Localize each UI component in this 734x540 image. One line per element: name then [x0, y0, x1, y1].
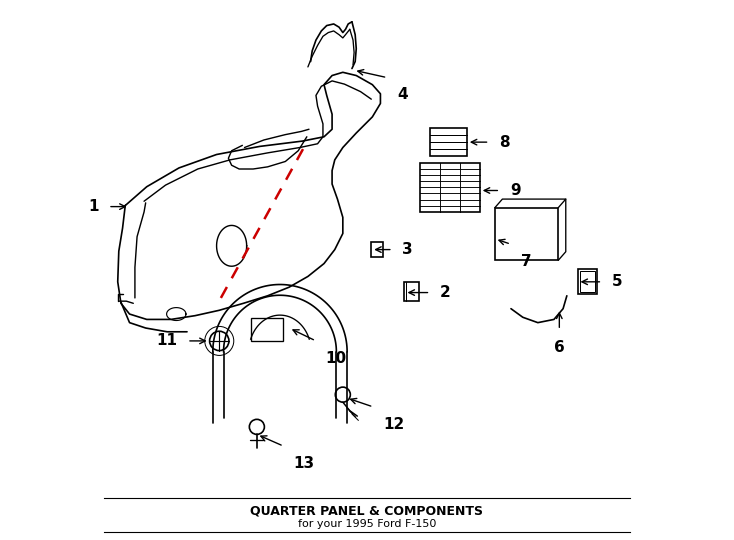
Text: 8: 8: [499, 134, 510, 150]
Bar: [578, 269, 597, 294]
Text: 10: 10: [326, 350, 346, 366]
Text: 6: 6: [554, 340, 564, 355]
Text: 5: 5: [612, 274, 622, 289]
Bar: [252, 319, 283, 341]
Text: 12: 12: [383, 417, 404, 431]
Bar: [371, 241, 383, 256]
Text: for your 1995 Ford F-150: for your 1995 Ford F-150: [298, 518, 436, 529]
Text: 4: 4: [397, 87, 407, 103]
Text: QUARTER PANEL & COMPONENTS: QUARTER PANEL & COMPONENTS: [250, 504, 484, 517]
Text: 9: 9: [510, 183, 520, 198]
Text: 1: 1: [88, 199, 98, 214]
Text: 11: 11: [156, 333, 178, 348]
Text: 3: 3: [402, 242, 413, 257]
Bar: [404, 282, 418, 301]
Bar: [420, 163, 480, 212]
Bar: [580, 271, 595, 292]
Bar: [495, 208, 559, 260]
Text: 7: 7: [520, 254, 531, 269]
Bar: [430, 128, 467, 156]
Text: 2: 2: [440, 285, 451, 300]
Text: 13: 13: [294, 456, 315, 471]
